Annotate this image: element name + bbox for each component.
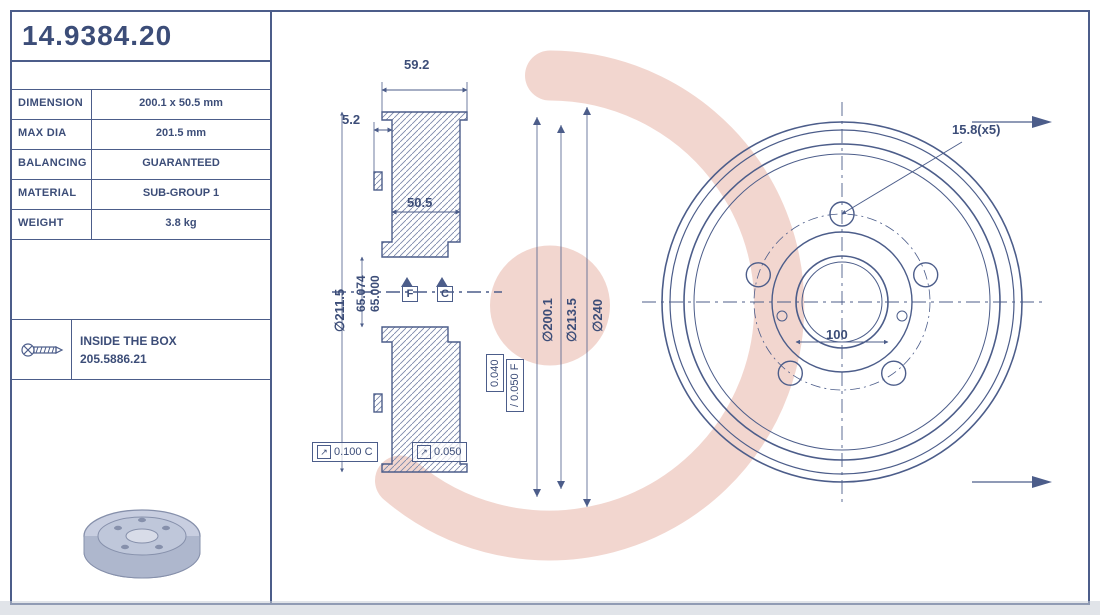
gd-position-1: 0.040 xyxy=(486,354,504,392)
spec-row-maxdia: MAX DIA 201.5 mm xyxy=(12,120,270,150)
dim-pcd: 100 xyxy=(826,327,848,342)
front-view xyxy=(622,82,1062,522)
inside-box-text: INSIDE THE BOX 205.5886.21 xyxy=(72,326,270,374)
spec-label: MATERIAL xyxy=(12,180,92,209)
spec-row-balancing: BALANCING GUARANTEED xyxy=(12,150,270,180)
gd-position-2: / 0.050 F xyxy=(506,359,524,412)
dim-hub-bore-lower: 65.000 xyxy=(368,275,382,312)
spec-row-material: MATERIAL SUB-GROUP 1 xyxy=(12,180,270,210)
dim-overall-width: 59.2 xyxy=(404,57,429,72)
dim-hub-bore-upper: 65.074 xyxy=(354,275,368,312)
spec-row-weight: WEIGHT 3.8 kg xyxy=(12,210,270,240)
spec-gap xyxy=(12,240,270,320)
dim-inner-width: 50.5 xyxy=(407,195,432,210)
inside-box-title: INSIDE THE BOX xyxy=(80,332,262,350)
gd-circularity-1: ↗0.100 C xyxy=(312,442,378,462)
dim-bolt-hole: 15.8(x5) xyxy=(952,122,1000,137)
spec-value: SUB-GROUP 1 xyxy=(92,180,270,209)
gd-circularity-2: ↗0.050 xyxy=(412,442,467,462)
dim-flange-offset: 5.2 xyxy=(342,112,360,127)
part-number: 14.9384.20 xyxy=(12,12,270,62)
product-illustration xyxy=(12,473,272,603)
spec-value: GUARANTEED xyxy=(92,150,270,179)
screw-icon xyxy=(12,320,72,379)
drawing-area: 59.2 5.2 50.5 ∅211.5 65.074 65.000 F C ↗… xyxy=(272,12,1090,603)
spec-value: 201.5 mm xyxy=(92,120,270,149)
spec-label: MAX DIA xyxy=(12,120,92,149)
spacer-row xyxy=(12,62,270,90)
drawing-frame: 14.9384.20 DIMENSION 200.1 x 50.5 mm MAX… xyxy=(10,10,1090,605)
spec-value: 3.8 kg xyxy=(92,210,270,239)
spec-panel: 14.9384.20 DIMENSION 200.1 x 50.5 mm MAX… xyxy=(12,12,272,603)
inside-box-value: 205.5886.21 xyxy=(80,350,262,368)
spec-label: WEIGHT xyxy=(12,210,92,239)
bottom-blur-overlay xyxy=(0,601,1100,615)
dim-outer-dia-side: ∅211.5 xyxy=(332,289,348,332)
spec-row-dimension: DIMENSION 200.1 x 50.5 mm xyxy=(12,90,270,120)
spec-value: 200.1 x 50.5 mm xyxy=(92,90,270,119)
inside-box-row: INSIDE THE BOX 205.5886.21 xyxy=(12,320,270,380)
spec-label: BALANCING xyxy=(12,150,92,179)
spec-label: DIMENSION xyxy=(12,90,92,119)
